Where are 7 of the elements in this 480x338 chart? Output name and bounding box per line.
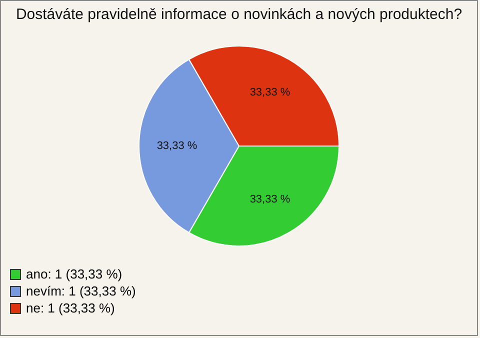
- legend-label: nevím: 1 (33,33 %): [26, 284, 136, 298]
- legend-label: ne: 1 (33,33 %): [26, 300, 115, 316]
- data-label: 33,33 %: [250, 86, 290, 98]
- chart-title: Dostáváte pravidelně informace o novinkách a nových produktech?: [16, 6, 462, 23]
- data-label: 33,33 %: [156, 140, 198, 152]
- data-label: 33,33 %: [250, 194, 290, 206]
- legend-label: ano: 1 (33,33 %): [26, 266, 122, 282]
